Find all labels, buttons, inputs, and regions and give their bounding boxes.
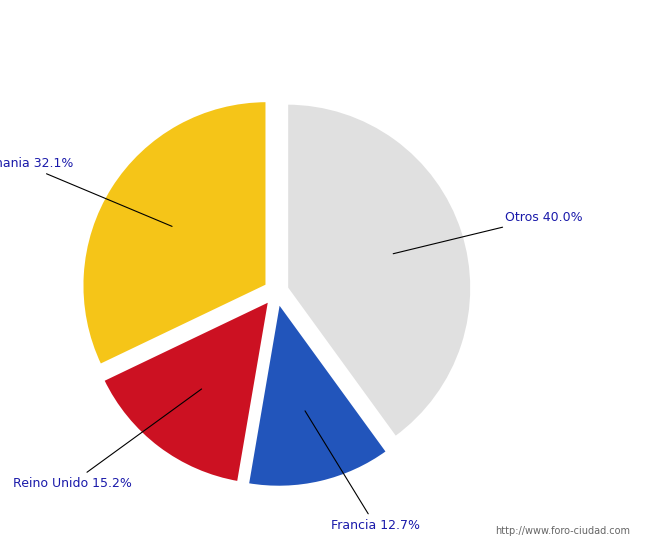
Text: Tegueste - Turistas extranjeros según país - Abril de 2024: Tegueste - Turistas extranjeros según pa… (74, 20, 576, 38)
Wedge shape (248, 302, 387, 487)
Text: Alemania 32.1%: Alemania 32.1% (0, 157, 172, 227)
Wedge shape (82, 101, 267, 365)
Wedge shape (287, 103, 472, 438)
Text: Reino Unido 15.2%: Reino Unido 15.2% (12, 389, 201, 490)
Text: Francia 12.7%: Francia 12.7% (305, 411, 420, 532)
Text: Otros 40.0%: Otros 40.0% (393, 211, 582, 254)
Text: http://www.foro-ciudad.com: http://www.foro-ciudad.com (495, 526, 630, 536)
Wedge shape (103, 300, 270, 482)
